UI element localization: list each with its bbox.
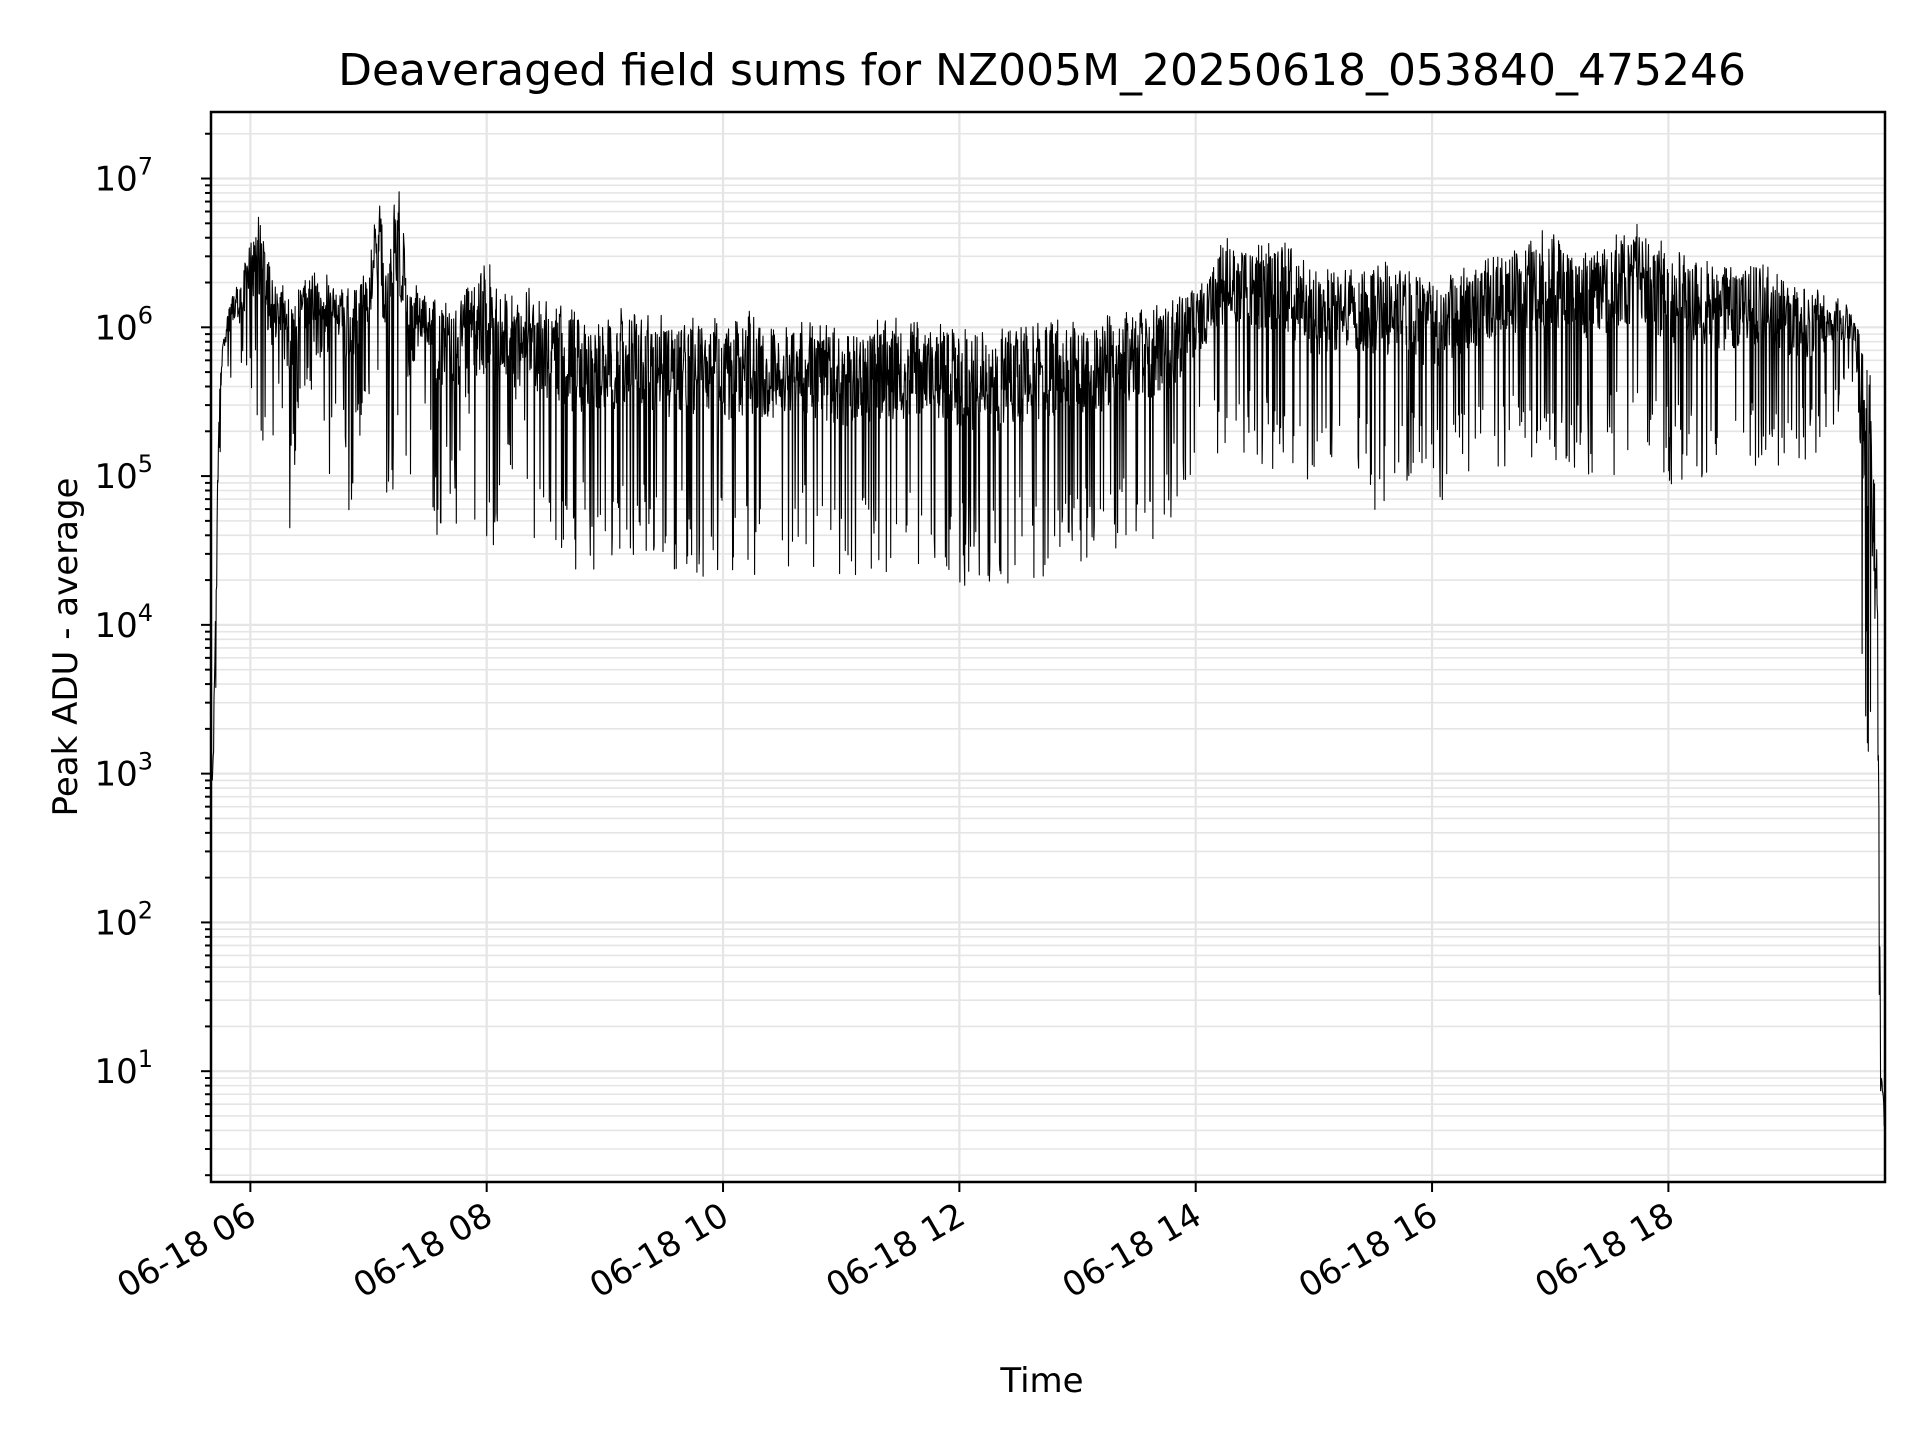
y-axis-title: Peak ADU - average [46, 478, 86, 817]
y-tick-label: 105 [94, 450, 153, 497]
y-tick-label: 103 [94, 748, 153, 795]
y-tick-label: 102 [94, 896, 153, 943]
y-tick-label: 107 [94, 153, 153, 200]
series-line [210, 191, 1886, 1127]
chart-title: Deaveraged field sums for NZ005M_2025061… [338, 45, 1746, 96]
y-tick-label: 106 [94, 301, 153, 348]
y-tick-label: 101 [94, 1045, 153, 1092]
series-layer [210, 191, 1886, 1127]
y-tick-label: 104 [94, 599, 153, 646]
grid-layer [211, 112, 1885, 1182]
x-axis-title: Time [999, 1361, 1083, 1401]
